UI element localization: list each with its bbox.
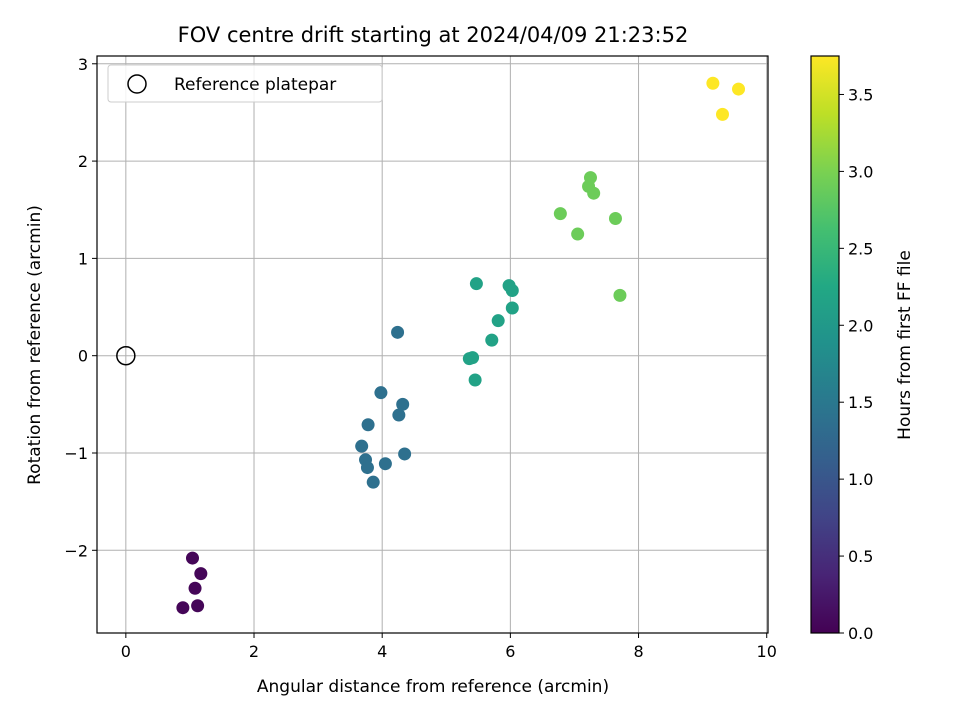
data-point: [378, 457, 392, 471]
data-point: [185, 551, 199, 565]
x-tick-label: 4: [377, 642, 387, 661]
x-tick-label: 0: [121, 642, 131, 661]
colorbar-tick-label: 2.5: [848, 239, 873, 258]
y-tick-label: 1: [78, 249, 88, 268]
data-point: [194, 567, 208, 581]
data-point: [491, 314, 505, 328]
x-axis-label: Angular distance from reference (arcmin): [257, 677, 609, 697]
legend-entry-label: Reference platepar: [174, 75, 336, 95]
x-axis-ticks: 0 2 4 6 8 10: [121, 633, 777, 661]
data-point: [732, 82, 746, 96]
colorbar-tick-label: 3.0: [848, 162, 873, 181]
axes-frame: [96, 55, 769, 634]
y-tick-label: −1: [64, 444, 88, 463]
colorbar-tick-label: 1.0: [848, 470, 873, 489]
y-tick-label: 3: [78, 55, 88, 74]
x-tick-label: 6: [505, 642, 515, 661]
data-point: [188, 581, 202, 595]
data-point: [176, 601, 190, 615]
data-point: [469, 277, 483, 291]
grid-lines: [97, 56, 768, 633]
colorbar-gradient: [810, 55, 840, 634]
reference-platepar-marker: [116, 345, 136, 366]
legend: Reference platepar: [107, 64, 383, 103]
data-point: [374, 386, 388, 400]
data-point: [485, 333, 499, 347]
data-point: [366, 475, 380, 489]
y-tick-label: −2: [64, 541, 88, 560]
data-point: [392, 408, 406, 422]
colorbar-tick-label: 2.0: [848, 316, 873, 335]
data-point: [191, 599, 205, 613]
data-point: [608, 211, 622, 225]
plot-area: 0 2 4 6 8 10 −2 −1 0 1 2 3: [64, 55, 776, 661]
data-point: [587, 186, 601, 200]
data-point: [466, 351, 480, 365]
data-point: [391, 325, 405, 339]
legend-box: [107, 64, 383, 103]
data-point: [613, 288, 627, 302]
data-point: [715, 107, 729, 121]
chart-title: FOV centre drift starting at 2024/04/09 …: [178, 23, 689, 47]
data-points: [176, 76, 746, 615]
legend-open-circle-icon: [127, 74, 147, 94]
data-point: [360, 461, 374, 475]
x-tick-label: 2: [249, 642, 259, 661]
colorbar-tick-label: 0.0: [848, 624, 873, 643]
data-point: [361, 418, 375, 432]
data-point: [553, 207, 567, 221]
x-tick-label: 8: [633, 642, 643, 661]
data-point: [571, 227, 585, 241]
colorbar-tick-label: 3.5: [848, 85, 873, 104]
colorbar-tick-label: 0.5: [848, 547, 873, 566]
x-tick-label: 10: [757, 642, 777, 661]
data-point: [468, 373, 482, 387]
data-point: [505, 301, 519, 315]
data-point: [396, 397, 410, 411]
data-point: [355, 439, 369, 453]
colorbar-tick-label: 1.5: [848, 393, 873, 412]
colorbar-label: Hours from first FF file: [895, 250, 915, 440]
y-axis-ticks: −2 −1 0 1 2 3: [64, 55, 97, 560]
y-tick-label: 2: [78, 152, 88, 171]
colorbar-ticks: 0.0 0.5 1.0 1.5 2.0 2.5 3.0 3.5: [839, 85, 873, 643]
data-point: [706, 76, 720, 90]
data-point: [505, 283, 519, 297]
data-point: [398, 447, 412, 461]
y-tick-label: 0: [78, 347, 88, 366]
y-axis-label: Rotation from reference (arcmin): [25, 205, 45, 485]
colorbar: 0.0 0.5 1.0 1.5 2.0 2.5 3.0 3.5: [810, 55, 873, 643]
